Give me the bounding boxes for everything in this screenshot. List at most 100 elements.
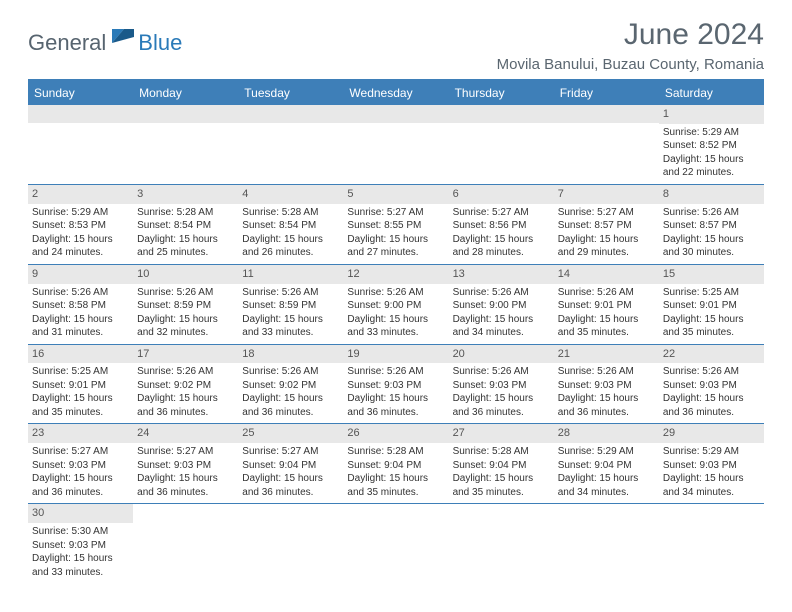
daylight-text: and 36 minutes. [347,406,444,420]
day-number: 24 [133,424,238,443]
calendar-cell: 23Sunrise: 5:27 AMSunset: 9:03 PMDayligh… [28,424,133,504]
sunrise-text: Sunrise: 5:27 AM [558,206,655,220]
day-number: 2 [28,185,133,204]
calendar-cell: 18Sunrise: 5:26 AMSunset: 9:02 PMDayligh… [238,344,343,424]
sunrise-text: Sunrise: 5:28 AM [453,445,550,459]
daylight-text: and 36 minutes. [663,406,760,420]
day-number: 4 [238,185,343,204]
daylight-text: Daylight: 15 hours [242,233,339,247]
sunset-text: Sunset: 9:01 PM [558,299,655,313]
day-details: Sunrise: 5:29 AMSunset: 9:04 PMDaylight:… [554,443,659,503]
calendar-week-row: 30Sunrise: 5:30 AMSunset: 9:03 PMDayligh… [28,504,764,583]
col-monday: Monday [133,81,238,105]
day-details: Sunrise: 5:28 AMSunset: 8:54 PMDaylight:… [238,204,343,264]
day-number: 8 [659,185,764,204]
sunrise-text: Sunrise: 5:27 AM [242,445,339,459]
calendar-cell: 10Sunrise: 5:26 AMSunset: 8:59 PMDayligh… [133,264,238,344]
sunrise-text: Sunrise: 5:25 AM [663,286,760,300]
day-details: Sunrise: 5:29 AMSunset: 9:03 PMDaylight:… [659,443,764,503]
empty-day [133,105,238,123]
daylight-text: Daylight: 15 hours [32,552,129,566]
col-sunday: Sunday [28,81,133,105]
daylight-text: and 36 minutes. [137,486,234,500]
daylight-text: Daylight: 15 hours [663,392,760,406]
sunrise-text: Sunrise: 5:28 AM [347,445,444,459]
calendar-cell: 30Sunrise: 5:30 AMSunset: 9:03 PMDayligh… [28,504,133,583]
daylight-text: and 33 minutes. [347,326,444,340]
logo-text-blue: Blue [138,30,182,56]
daylight-text: Daylight: 15 hours [32,392,129,406]
calendar-cell: 16Sunrise: 5:25 AMSunset: 9:01 PMDayligh… [28,344,133,424]
sunrise-text: Sunrise: 5:26 AM [137,286,234,300]
sunrise-text: Sunrise: 5:29 AM [558,445,655,459]
day-details: Sunrise: 5:26 AMSunset: 9:02 PMDaylight:… [238,363,343,423]
calendar-cell: 8Sunrise: 5:26 AMSunset: 8:57 PMDaylight… [659,184,764,264]
sunset-text: Sunset: 9:01 PM [663,299,760,313]
sunrise-text: Sunrise: 5:27 AM [347,206,444,220]
sunset-text: Sunset: 9:00 PM [347,299,444,313]
sunrise-text: Sunrise: 5:27 AM [453,206,550,220]
daylight-text: Daylight: 15 hours [558,392,655,406]
calendar-cell [554,105,659,184]
sunset-text: Sunset: 8:59 PM [242,299,339,313]
daylight-text: and 36 minutes. [32,486,129,500]
daylight-text: and 28 minutes. [453,246,550,260]
day-number: 21 [554,345,659,364]
calendar-cell: 15Sunrise: 5:25 AMSunset: 9:01 PMDayligh… [659,264,764,344]
sunrise-text: Sunrise: 5:27 AM [32,445,129,459]
calendar-cell: 20Sunrise: 5:26 AMSunset: 9:03 PMDayligh… [449,344,554,424]
empty-day [28,105,133,123]
calendar-cell [133,105,238,184]
calendar-cell: 11Sunrise: 5:26 AMSunset: 8:59 PMDayligh… [238,264,343,344]
sunrise-text: Sunrise: 5:29 AM [663,445,760,459]
day-details: Sunrise: 5:27 AMSunset: 8:55 PMDaylight:… [343,204,448,264]
daylight-text: Daylight: 15 hours [242,313,339,327]
title-block: June 2024 Movila Banului, Buzau County, … [497,18,764,73]
day-number: 25 [238,424,343,443]
col-thursday: Thursday [449,81,554,105]
calendar-header-row: Sunday Monday Tuesday Wednesday Thursday… [28,81,764,105]
daylight-text: Daylight: 15 hours [347,233,444,247]
sunset-text: Sunset: 9:00 PM [453,299,550,313]
sunset-text: Sunset: 9:03 PM [558,379,655,393]
daylight-text: and 29 minutes. [558,246,655,260]
calendar-week-row: 2Sunrise: 5:29 AMSunset: 8:53 PMDaylight… [28,184,764,264]
sunset-text: Sunset: 8:54 PM [137,219,234,233]
sunset-text: Sunset: 9:04 PM [347,459,444,473]
daylight-text: Daylight: 15 hours [137,472,234,486]
day-details: Sunrise: 5:26 AMSunset: 9:01 PMDaylight:… [554,284,659,344]
calendar-cell [133,504,238,583]
daylight-text: Daylight: 15 hours [558,313,655,327]
day-number: 3 [133,185,238,204]
day-number: 16 [28,345,133,364]
sunset-text: Sunset: 9:01 PM [32,379,129,393]
daylight-text: and 27 minutes. [347,246,444,260]
sunset-text: Sunset: 8:57 PM [558,219,655,233]
daylight-text: Daylight: 15 hours [453,233,550,247]
sunrise-text: Sunrise: 5:28 AM [242,206,339,220]
sunset-text: Sunset: 8:53 PM [32,219,129,233]
calendar-cell: 17Sunrise: 5:26 AMSunset: 9:02 PMDayligh… [133,344,238,424]
sunset-text: Sunset: 9:03 PM [663,379,760,393]
daylight-text: Daylight: 15 hours [558,472,655,486]
day-details: Sunrise: 5:29 AMSunset: 8:52 PMDaylight:… [659,124,764,184]
col-tuesday: Tuesday [238,81,343,105]
day-number: 7 [554,185,659,204]
calendar-cell [554,504,659,583]
sunrise-text: Sunrise: 5:26 AM [558,365,655,379]
logo: General Blue [28,18,182,56]
col-saturday: Saturday [659,81,764,105]
day-number: 27 [449,424,554,443]
daylight-text: and 35 minutes. [663,326,760,340]
day-details: Sunrise: 5:25 AMSunset: 9:01 PMDaylight:… [659,284,764,344]
day-details: Sunrise: 5:26 AMSunset: 9:03 PMDaylight:… [343,363,448,423]
calendar-cell: 21Sunrise: 5:26 AMSunset: 9:03 PMDayligh… [554,344,659,424]
calendar-cell: 19Sunrise: 5:26 AMSunset: 9:03 PMDayligh… [343,344,448,424]
calendar-week-row: 16Sunrise: 5:25 AMSunset: 9:01 PMDayligh… [28,344,764,424]
day-number: 20 [449,345,554,364]
daylight-text: and 22 minutes. [663,166,760,180]
calendar-cell: 27Sunrise: 5:28 AMSunset: 9:04 PMDayligh… [449,424,554,504]
daylight-text: Daylight: 15 hours [663,313,760,327]
day-details: Sunrise: 5:27 AMSunset: 9:03 PMDaylight:… [133,443,238,503]
sunrise-text: Sunrise: 5:26 AM [453,286,550,300]
